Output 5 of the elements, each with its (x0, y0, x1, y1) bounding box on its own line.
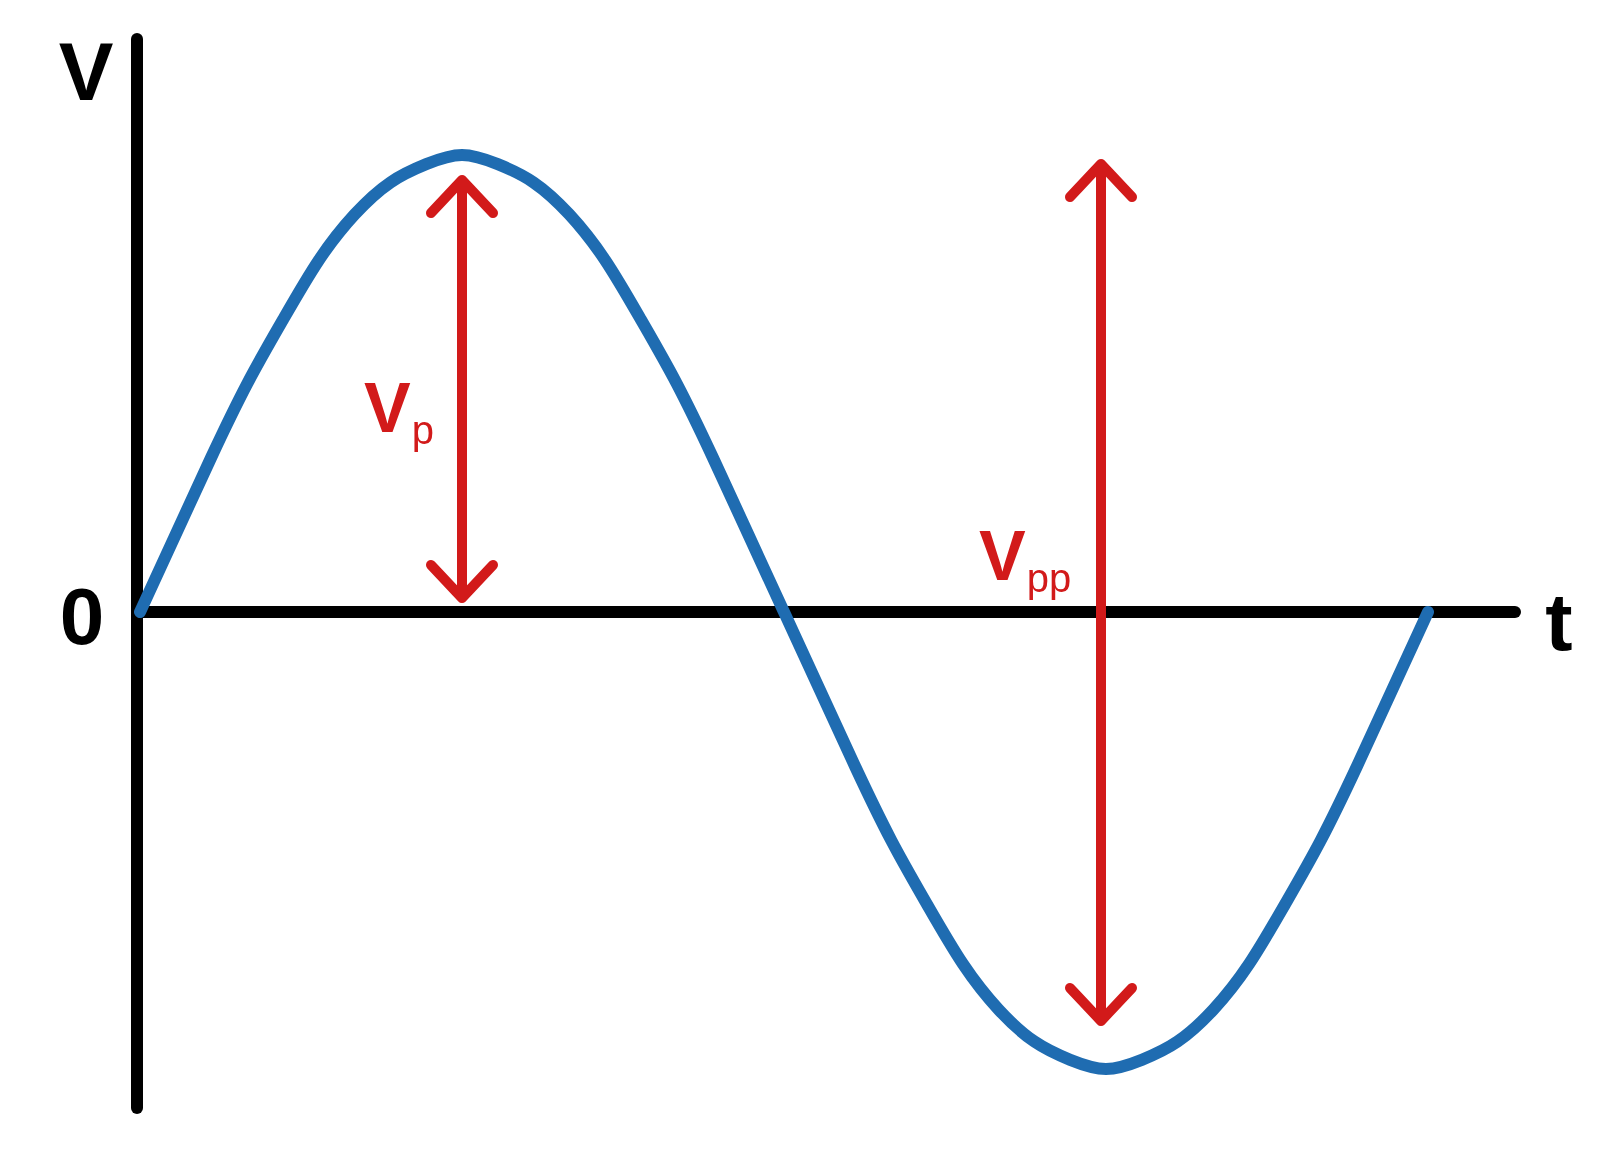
x-axis-title: t (1545, 576, 1573, 667)
annotation: V$_{pp}$ (979, 517, 1072, 600)
text: 0 (59, 572, 105, 661)
y-axis-title: V (58, 26, 114, 117)
annotation: V$_{p}$ (364, 368, 434, 452)
